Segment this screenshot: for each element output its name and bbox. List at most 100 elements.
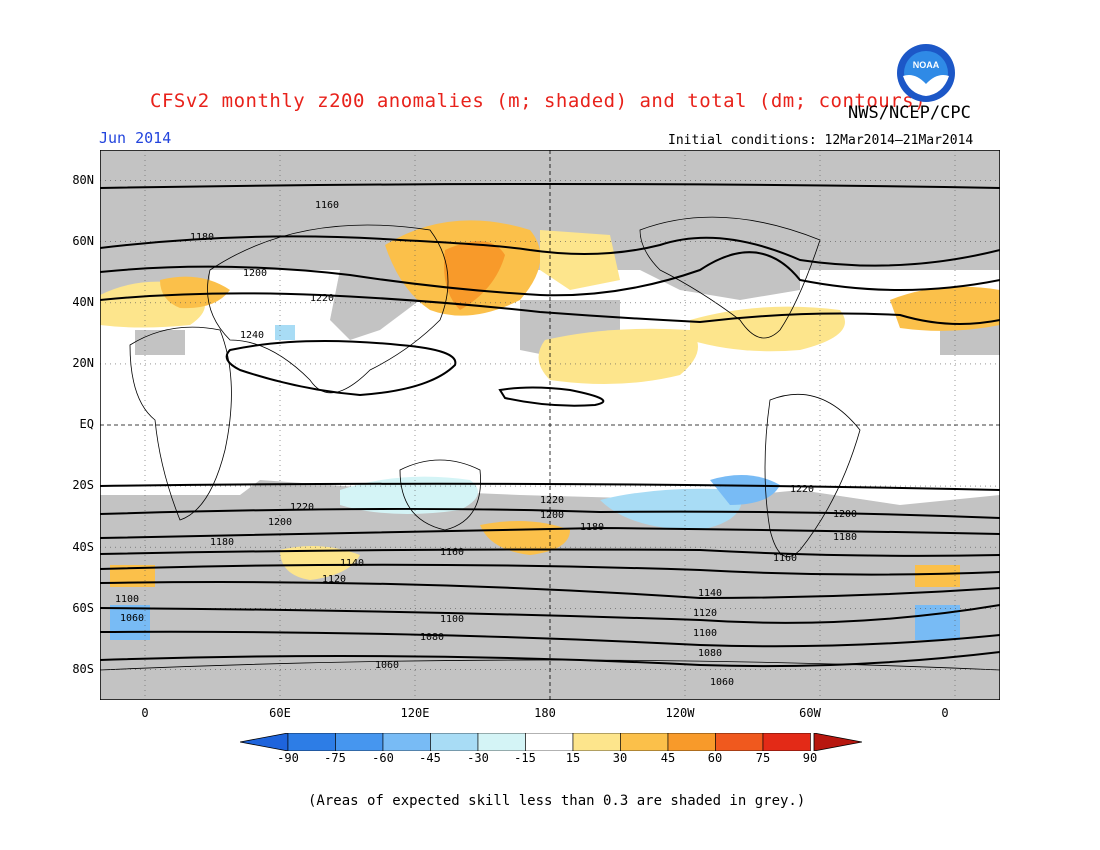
anomaly-map: 1160 1180 1200 1220 1240 1220 1220 1220 … xyxy=(100,150,1000,700)
lon-label: 120W xyxy=(665,706,695,720)
contour-label: 1160 xyxy=(315,200,339,211)
coastline-eurasia xyxy=(207,224,449,394)
forecast-month: Jun 2014 xyxy=(99,129,172,147)
contour-label: 1060 xyxy=(710,677,734,688)
colorbar-cell xyxy=(335,733,384,751)
contour-label: 1080 xyxy=(420,632,444,643)
height-contours xyxy=(100,183,1000,668)
colorbar-label: 75 xyxy=(755,751,771,765)
lat-label: 80S xyxy=(72,662,94,676)
lat-label: 40N xyxy=(72,295,94,309)
contour-label: 1100 xyxy=(115,594,139,605)
anomaly-alaska xyxy=(540,230,620,290)
contour-label: 1160 xyxy=(440,547,464,558)
contour-1140-sh xyxy=(100,563,1000,576)
contour-label: 1200 xyxy=(540,510,564,521)
lon-label: 60E xyxy=(269,706,291,720)
contour-1160-sh xyxy=(100,548,1000,557)
contour-label: 1120 xyxy=(693,608,717,619)
colorbar-cell xyxy=(667,733,716,751)
contour-1180-nh xyxy=(100,235,1000,267)
grey-central-asia xyxy=(330,270,420,340)
lon-label: 60W xyxy=(799,706,821,720)
lat-label: 60S xyxy=(72,601,94,615)
contour-labels: 1160 1180 1200 1220 1240 1220 1220 1220 … xyxy=(115,200,857,688)
anomaly-antarctic-atlantic xyxy=(110,605,150,640)
contour-label: 1120 xyxy=(322,574,346,585)
colorbar-label: 60 xyxy=(707,751,723,765)
contour-label: 1200 xyxy=(243,268,267,279)
grey-sahara xyxy=(135,330,185,355)
anomaly-antarctic-atlantic-2 xyxy=(915,605,960,640)
anomaly-arabia xyxy=(275,325,295,340)
contour-label: 1240 xyxy=(240,330,264,341)
colorbar-cell xyxy=(572,733,621,751)
colorbar-arrow-left xyxy=(240,733,289,751)
contour-1180-sh xyxy=(100,526,1000,539)
contour-label: 1080 xyxy=(698,648,722,659)
anomaly-south-pacific xyxy=(600,488,742,530)
colorbar-label: 15 xyxy=(565,751,581,765)
contour-label: 1060 xyxy=(120,613,144,624)
contour-1240-pacific xyxy=(498,386,605,407)
contour-label: 1180 xyxy=(833,532,857,543)
lon-label: 0 xyxy=(141,706,149,720)
lat-label: 40S xyxy=(72,540,94,554)
anomaly-north-atlantic xyxy=(690,306,845,352)
noaa-logo-icon: NOAA xyxy=(897,44,955,102)
lat-label: EQ xyxy=(79,417,94,431)
lon-label: 180 xyxy=(534,706,556,720)
contour-1200-nh xyxy=(100,251,1000,297)
contour-label: 1060 xyxy=(375,660,399,671)
anomaly-japan-strong xyxy=(444,241,505,310)
lon-label: 0 xyxy=(941,706,949,720)
contour-1220-sh xyxy=(100,482,1000,491)
contour-1060-sh xyxy=(100,651,1000,668)
coastline-africa xyxy=(129,326,232,521)
contour-label: 1220 xyxy=(310,293,334,304)
logo-text: NOAA xyxy=(913,60,940,70)
colorbar-cell xyxy=(287,733,336,751)
contour-label: 1180 xyxy=(210,537,234,548)
colorbar-cell xyxy=(477,733,526,751)
colorbar-label: 45 xyxy=(660,751,676,765)
contour-1080-sh xyxy=(100,630,1000,648)
contour-label: 1140 xyxy=(340,558,364,569)
colorbar-cells xyxy=(287,733,811,751)
colorbar-label: -75 xyxy=(324,751,346,765)
contour-label: 1160 xyxy=(773,553,797,564)
contour-1240-asia xyxy=(225,340,457,397)
contour-label: 1100 xyxy=(440,614,464,625)
lat-label: 60N xyxy=(72,234,94,248)
lat-label: 20S xyxy=(72,478,94,492)
colorbar-label: -90 xyxy=(277,751,299,765)
contour-1220-nh xyxy=(100,292,1000,325)
contour-1200-sh xyxy=(100,507,1000,519)
agency-label: NWS/NCEP/CPC xyxy=(848,103,971,123)
contour-label: 1180 xyxy=(580,522,604,533)
anomaly-south-indian xyxy=(280,546,360,580)
anomaly-subtropical-pacific xyxy=(538,328,698,384)
colorbar-label: -15 xyxy=(514,751,536,765)
colorbar xyxy=(240,733,862,751)
contour-label: 1200 xyxy=(833,509,857,520)
colorbar-cell xyxy=(762,733,811,751)
contour-1160-nh xyxy=(100,183,1000,189)
anomaly-south-pacific-strong xyxy=(710,475,780,505)
anomaly-australia xyxy=(340,476,478,514)
anomaly-south-atlantic-2 xyxy=(915,565,960,587)
initial-conditions: Initial conditions: 12Mar2014–21Mar2014 xyxy=(668,133,974,148)
coastline-south-america xyxy=(764,393,861,557)
contour-label: 1220 xyxy=(290,502,314,513)
lat-label: 20N xyxy=(72,356,94,370)
lon-label: 120E xyxy=(400,706,430,720)
contour-label: 1180 xyxy=(190,232,214,243)
colorbar-label: -60 xyxy=(372,751,394,765)
contour-label: 1220 xyxy=(790,484,814,495)
coastline-north-america xyxy=(639,216,821,339)
contour-label: 1100 xyxy=(693,628,717,639)
logo-bird-shape xyxy=(903,75,949,96)
colorbar-cell xyxy=(382,733,431,751)
negative-anomalies xyxy=(110,325,960,640)
colorbar-cell xyxy=(430,733,479,751)
